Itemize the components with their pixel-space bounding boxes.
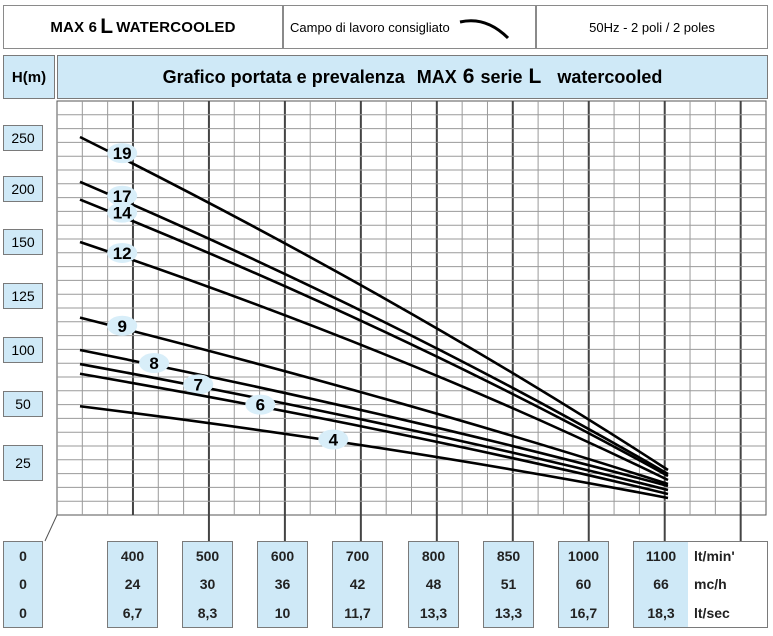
y-tick-label: 150 xyxy=(3,229,43,255)
y-tick-label: 250 xyxy=(3,125,43,151)
x-value-column: 600 36 10 xyxy=(257,541,308,628)
curve-label-19: 19 xyxy=(107,143,138,164)
model-letter: L xyxy=(100,15,114,38)
x-value-column: 1000 60 16,7 xyxy=(558,541,609,628)
frequency-box: 50Hz - 2 poli / 2 poles xyxy=(536,5,768,49)
curve-label-9: 9 xyxy=(107,315,138,336)
curve-6 xyxy=(79,372,669,496)
curve-label-4: 4 xyxy=(318,429,349,450)
curve-label-text: 12 xyxy=(113,244,132,263)
y-tick-label: 200 xyxy=(3,176,43,202)
curve-label-text: 7 xyxy=(194,375,203,394)
legend-box: Campo di lavoro consigliato xyxy=(283,5,536,49)
curve-label-text: 17 xyxy=(113,187,132,206)
curve-label-text: 6 xyxy=(256,396,265,415)
curve-label-8: 8 xyxy=(139,353,170,374)
frequency-text: 50Hz - 2 poli / 2 poles xyxy=(589,19,715,35)
curve-9 xyxy=(79,316,669,486)
curve-label-text: 8 xyxy=(149,354,158,373)
x-value-column: 500 30 8,3 xyxy=(182,541,233,628)
y-tick-label: 25 xyxy=(3,445,43,481)
legend-curve-icon xyxy=(459,19,509,40)
model-title-box: MAX 6 L WATERCOOLED xyxy=(3,5,283,49)
curve-19 xyxy=(79,135,669,472)
curve-8 xyxy=(79,348,669,488)
x-zero-column: 0 0 0 xyxy=(3,541,43,628)
y-tick-label: 125 xyxy=(3,283,43,309)
model-suffix: WATERCOOLED xyxy=(116,18,236,36)
curve-label-text: 19 xyxy=(113,144,132,163)
y-tick-label: 50 xyxy=(3,391,43,417)
curve-17 xyxy=(79,180,669,476)
x-value-column: 800 48 13,3 xyxy=(408,541,459,628)
curve-7 xyxy=(79,362,669,492)
x-unit-label: lt/sec xyxy=(694,604,730,621)
x-last-column: 1100 66 18,3 lt/min' mc/h lt/sec xyxy=(633,541,768,628)
curve-label-text: 4 xyxy=(329,430,339,449)
curve-12 xyxy=(79,240,669,482)
legend-text: Campo di lavoro consigliato xyxy=(290,19,450,35)
curve-label-text: 9 xyxy=(117,317,126,336)
y-axis-label: H(m) xyxy=(3,55,55,99)
curve-label-14: 14 xyxy=(107,202,138,223)
curve-4 xyxy=(79,404,669,500)
x-value-column: 700 42 11,7 xyxy=(332,541,383,628)
curve-label-7: 7 xyxy=(183,374,214,395)
y-tick-label: 100 xyxy=(3,337,43,363)
grid xyxy=(44,100,767,542)
x-value-column: 850 51 13,3 xyxy=(483,541,534,628)
curve-label-6: 6 xyxy=(245,394,276,415)
x-unit-label: lt/min' xyxy=(694,548,735,565)
curve-14 xyxy=(79,198,669,478)
chart-title: Grafico portata e prevalenza MAX 6 serie… xyxy=(57,55,768,99)
model-prefix: MAX 6 xyxy=(50,18,98,36)
x-value-column: 400 24 6,7 xyxy=(107,541,158,628)
curve-label-12: 12 xyxy=(107,242,138,263)
x-unit-label: mc/h xyxy=(694,576,727,593)
curve-label-17: 17 xyxy=(107,185,138,206)
curve-label-text: 14 xyxy=(113,204,132,223)
